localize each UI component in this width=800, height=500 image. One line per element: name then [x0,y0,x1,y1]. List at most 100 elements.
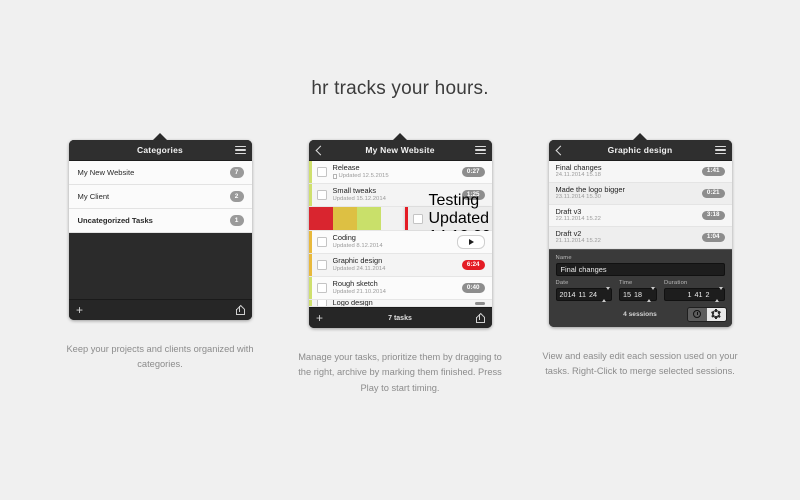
category-count: 2 [229,191,244,202]
task-count-label: 7 tasks [388,314,412,322]
clock-icon[interactable] [687,307,707,321]
task-row[interactable]: Small tweaks Updated 15.12.2014 1:25 [308,184,492,207]
panel-categories: Categories My New Website 7 My Client 2 … [48,133,272,373]
tasks-footer: + 7 tasks [308,307,492,328]
tasks-popover: My New Website Release Updated 12.5.2015 [308,133,492,328]
sessions-footer: 4 sessions [548,305,732,327]
sessions-list: Final changes 24.11.2014 15.18 1:41 Made… [548,161,732,249]
task-checkbox[interactable] [316,260,327,270]
category-label: My New Website [77,168,135,177]
tasks-title: My New Website [365,145,435,155]
category-label: Uncategorized Tasks [77,216,153,225]
task-duration-badge [474,301,485,305]
task-subtitle: Updated 12.5.2015 [332,172,462,180]
session-count-label: 4 sessions [623,310,657,318]
view-mode-toggle[interactable] [686,306,727,322]
time-hour-value: 15 [622,290,631,299]
task-title: Small tweaks [332,187,377,196]
priority-swatch-medium[interactable] [332,207,357,230]
name-field-value: Final changes [560,265,607,274]
priority-swatch-low[interactable] [356,207,381,230]
session-timestamp: 24.11.2014 15.18 [555,172,601,179]
duration-minutes-value: 41 [694,290,703,299]
priority-swatch-high[interactable] [308,207,333,230]
time-stepper-arrows[interactable] [646,287,655,302]
categories-empty-area [68,233,252,299]
session-row[interactable]: Made the logo bigger 23.11.2014 15.30 0:… [548,183,732,205]
session-name: Final changes [555,163,602,172]
priority-stripe [308,184,312,206]
share-icon[interactable] [230,304,252,315]
duration-seconds-value: 2 [705,290,710,299]
date-stepper-arrows[interactable] [601,287,610,302]
hamburger-icon[interactable] [230,140,252,160]
task-row[interactable]: Release Updated 12.5.2015 0:27 [308,161,492,184]
session-timestamp: 22.11.2014 15.22 [555,216,601,223]
list-item[interactable]: My Client 2 [68,185,252,209]
priority-stripe [308,300,312,306]
name-field[interactable]: Final changes [555,263,725,276]
duration-stepper-arrows[interactable] [714,287,723,302]
date-stepper[interactable]: 2014 11 24 [555,287,612,302]
tasks-list: Release Updated 12.5.2015 0:27 Small twe… [308,161,492,307]
session-row[interactable]: Final changes 24.11.2014 15.18 1:41 [548,161,732,183]
task-title: Release [332,164,360,173]
category-label: My Client [77,192,110,201]
task-checkbox[interactable] [316,283,327,293]
task-title: Logo design [332,300,373,307]
popover-arrow [632,133,648,141]
session-timestamp: 23.11.2014 15.30 [555,194,601,201]
list-item[interactable]: Uncategorized Tasks 1 [68,209,252,233]
categories-title: Categories [137,145,183,155]
play-button[interactable] [456,235,485,249]
titlebar-left-spacer [69,140,91,160]
task-title: Rough sketch [332,280,378,289]
task-checkbox[interactable] [316,300,327,306]
task-row[interactable]: Rough sketch Updated 21.10.2014 0:40 [308,277,492,300]
task-checkbox[interactable] [316,237,327,247]
session-row[interactable]: Draft v3 22.11.2014 15.22 3:18 [548,205,732,227]
task-checkbox[interactable] [412,213,423,224]
task-duration-badge: 1:25 [461,190,485,200]
task-title: Graphic design [332,257,383,266]
add-task-button[interactable]: + [315,311,323,325]
popover-arrow [152,133,168,141]
task-drag-row[interactable]: Testing Updated 14.12.2014 [308,192,492,245]
chevron-left-icon[interactable] [309,140,331,160]
date-year-value: 2014 [559,290,576,299]
task-checkbox[interactable] [316,167,327,177]
tasks-titlebar: My New Website [308,140,492,161]
duration-field-label: Duration [663,280,688,286]
panel-tasks: My New Website Release Updated 12.5.2015 [288,133,512,396]
time-stepper[interactable]: 15 18 [618,287,657,302]
time-field-group: Time 15 18 [618,280,657,302]
list-item[interactable]: My New Website 7 [68,161,252,185]
caption-tasks: Manage your tasks, prioritize them by dr… [298,352,502,393]
task-row[interactable]: Graphic design Updated 24.11.2014 6:24 [308,254,492,277]
session-row[interactable]: Draft v2 21.11.2014 15.22 1:04 [548,227,732,249]
sessions-popover: Graphic design Final changes 24.11.2014 … [548,133,732,327]
duration-stepper[interactable]: 1 41 2 [663,287,725,302]
sessions-titlebar: Graphic design [548,140,732,161]
chevron-left-icon[interactable] [549,140,571,160]
hamburger-icon[interactable] [470,140,492,160]
task-updated: Updated 24.11.2014 [332,265,386,272]
task-updated: Updated 12.5.2015 [338,172,389,179]
task-title: Coding [332,234,356,243]
task-row[interactable]: Coding Updated 8.12.2014 [308,231,492,254]
task-checkbox[interactable] [316,190,327,200]
task-row[interactable]: Logo design [308,300,492,307]
priority-stripe [308,277,312,299]
session-duration-badge: 3:18 [701,210,725,221]
date-month-value: 11 [578,290,586,299]
task-title: Testing [428,191,480,209]
time-minute-value: 18 [633,290,642,299]
gear-icon[interactable] [706,307,726,321]
dragged-task-card[interactable]: Testing Updated 14.12.2014 [404,192,492,245]
hamburger-icon[interactable] [710,140,732,160]
session-editor: Name Final changes Date 2014 11 24 [548,249,732,305]
categories-footer: + [68,299,252,320]
task-updated: Updated 21.10.2014 [332,288,386,295]
share-icon[interactable] [470,312,492,323]
add-category-button[interactable]: + [75,303,83,317]
